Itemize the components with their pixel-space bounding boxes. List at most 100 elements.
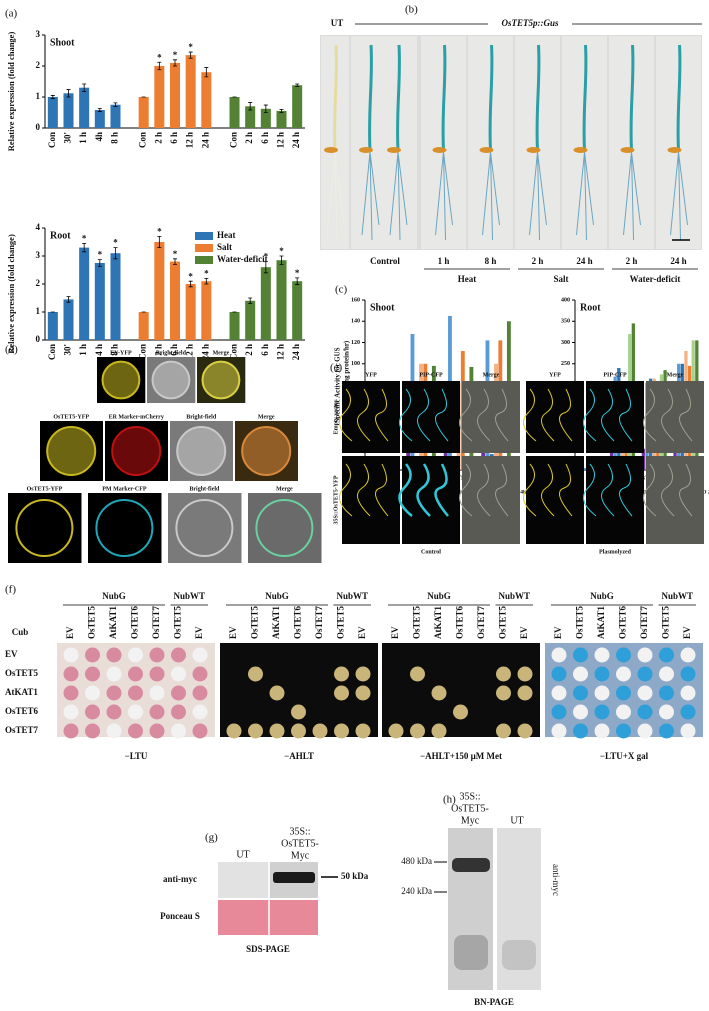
colony xyxy=(269,685,285,701)
marker-label: 480 kDa xyxy=(401,856,432,866)
prey-label: NubG xyxy=(265,591,289,601)
prey-label: NubG xyxy=(427,591,451,601)
colony xyxy=(551,704,567,720)
colony xyxy=(573,666,588,682)
cell-outline xyxy=(661,388,675,442)
row-label: 35S::OsTET5-YFP xyxy=(333,475,339,524)
error-bar xyxy=(66,296,71,303)
column-label: OsTET7 xyxy=(476,605,486,639)
channel-label: Bright-field xyxy=(189,486,220,492)
colony xyxy=(594,685,610,701)
legend-swatch xyxy=(195,256,213,264)
colony xyxy=(128,685,143,701)
x-tick-label: 6 h xyxy=(169,344,179,356)
panel-label: (a) xyxy=(5,8,18,20)
colony xyxy=(659,666,674,682)
colony xyxy=(551,723,567,739)
x-tick-label: 24 h xyxy=(291,132,301,148)
lane-label: OsTET5- xyxy=(451,803,489,814)
column-label: AtKAT1 xyxy=(433,606,443,639)
prey-label: NubWT xyxy=(498,591,530,601)
significance-mark: * xyxy=(157,226,162,236)
colony xyxy=(517,685,533,701)
cell-outline xyxy=(434,463,449,517)
error-bar xyxy=(188,51,193,59)
error-bar xyxy=(173,258,177,265)
bar xyxy=(292,85,303,128)
colony xyxy=(171,704,186,720)
colony xyxy=(171,685,186,701)
colony xyxy=(659,647,674,663)
cell-outline xyxy=(416,463,431,517)
panel-label: (b) xyxy=(405,4,418,16)
cell-outline xyxy=(523,388,537,442)
colony xyxy=(573,723,588,739)
bar xyxy=(63,299,74,340)
y-tick-label: 2 xyxy=(36,278,41,288)
colony xyxy=(63,685,79,701)
bar xyxy=(94,263,105,340)
colony xyxy=(551,666,567,682)
seedling-root xyxy=(435,151,453,241)
medium-label: −AHLT xyxy=(284,751,314,761)
x-tick-label: 2 h xyxy=(153,344,163,356)
seedling-shoot xyxy=(333,44,338,151)
colony xyxy=(149,647,165,663)
colony xyxy=(594,647,610,663)
column-label: EV xyxy=(390,626,400,639)
plate xyxy=(220,643,378,737)
seed xyxy=(620,147,635,153)
colony xyxy=(680,666,696,682)
colony xyxy=(637,666,653,682)
bar xyxy=(94,110,105,128)
micrograph xyxy=(402,456,460,544)
error-bar xyxy=(279,109,284,113)
micrograph xyxy=(646,381,704,453)
column-label: EV xyxy=(519,626,529,639)
colony xyxy=(149,723,165,739)
bar xyxy=(276,260,287,340)
seedling-root xyxy=(326,151,345,241)
construct-label: OsTET5p::Gus xyxy=(501,18,558,28)
channel-label: PIP-CFP xyxy=(419,372,443,378)
seedling-shoot xyxy=(676,44,682,151)
panel-label: (h) xyxy=(443,794,456,806)
column-label: OsTET6 xyxy=(455,605,465,639)
colony xyxy=(128,647,143,663)
column-label: OsTET7 xyxy=(314,605,324,639)
micrograph xyxy=(646,456,704,544)
x-tick-label: 30' xyxy=(63,344,73,356)
significance-mark: * xyxy=(98,250,103,260)
seedling-root xyxy=(623,151,641,241)
colony xyxy=(269,723,285,739)
channel-label: OsTET5-YFP xyxy=(53,414,89,420)
cell-outline xyxy=(643,388,657,442)
colony xyxy=(680,704,696,720)
cell-outline xyxy=(541,388,555,442)
y-tick-label: 160 xyxy=(351,297,360,303)
colony xyxy=(291,704,306,720)
colony xyxy=(659,685,674,701)
x-tick-label: 12 h xyxy=(185,132,195,148)
x-tick-label: Con xyxy=(229,344,239,360)
row-label: EV xyxy=(5,649,18,659)
cell-outline xyxy=(619,388,633,442)
colony xyxy=(496,723,511,739)
column-label: EV xyxy=(228,626,238,639)
bar xyxy=(110,253,121,340)
channel-label: Merge xyxy=(276,486,293,492)
y-tick-label: 400 xyxy=(561,297,570,303)
colony xyxy=(616,685,631,701)
protoplast xyxy=(175,499,234,557)
micrograph xyxy=(586,456,644,544)
bar xyxy=(63,93,74,128)
colony xyxy=(680,723,696,739)
column-label: OsTET5 xyxy=(575,605,585,639)
bar xyxy=(79,247,90,340)
error-bar xyxy=(295,277,300,285)
x-tick-label: 12 h xyxy=(185,344,195,360)
protoplast xyxy=(15,499,74,557)
colony xyxy=(149,704,165,720)
photo-tile xyxy=(351,36,417,249)
y-tick-label: 1 xyxy=(36,91,41,101)
